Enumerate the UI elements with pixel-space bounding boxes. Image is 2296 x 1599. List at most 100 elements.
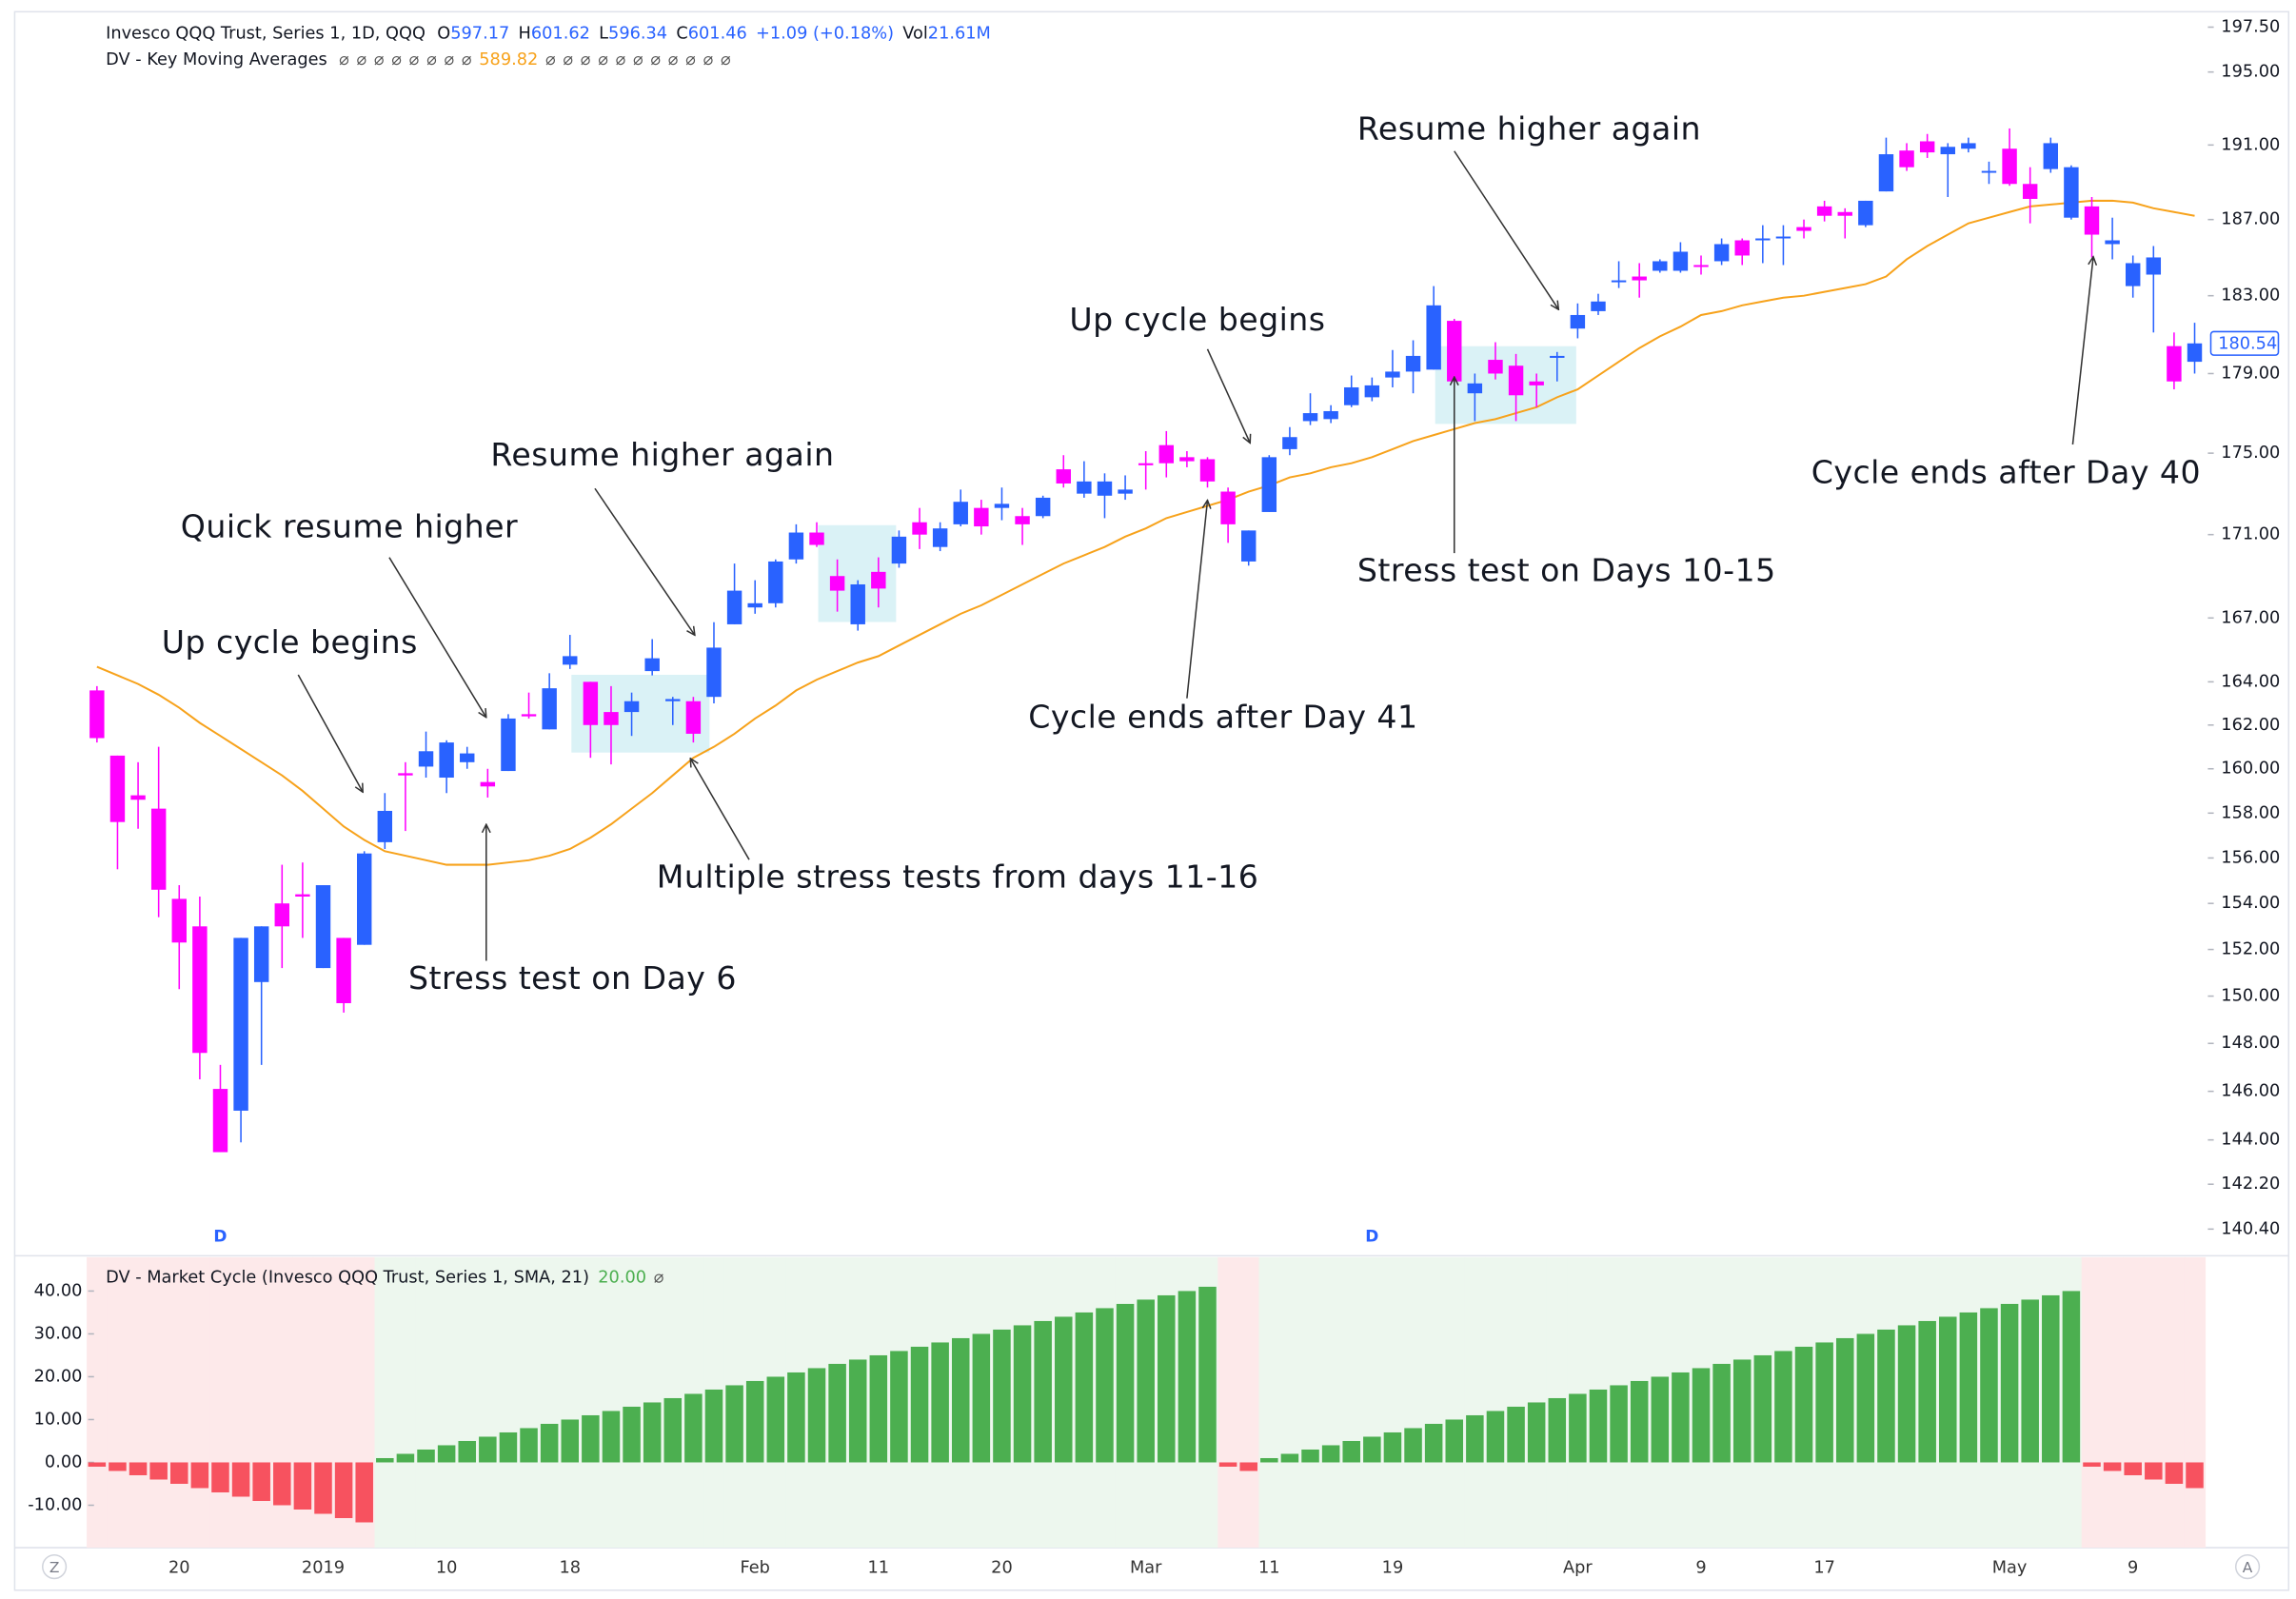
candle-body xyxy=(1282,437,1297,449)
y-tick-label: 154.00 xyxy=(2221,894,2280,913)
button-label[interactable]: Z xyxy=(49,1559,60,1576)
bar xyxy=(2103,1462,2122,1471)
bar xyxy=(972,1333,991,1463)
candle-body xyxy=(1447,321,1462,382)
cycle-background xyxy=(1464,1256,1486,1549)
bar xyxy=(1959,1312,1978,1463)
arrow xyxy=(1206,348,1250,444)
annotation: Quick resume higher xyxy=(181,507,518,544)
button-label[interactable]: A xyxy=(2243,1559,2253,1576)
candle-body xyxy=(1077,481,1092,494)
bar xyxy=(437,1445,456,1463)
indicator-value: ⌀ xyxy=(581,50,591,69)
x-tick-label: 11 xyxy=(868,1559,890,1578)
y-tick-label: 40.00 xyxy=(34,1281,83,1300)
indicator-value: ⌀ xyxy=(633,50,643,69)
indicator-value: 20.00 xyxy=(598,1268,646,1287)
cycle-background xyxy=(415,1256,438,1549)
candle-body xyxy=(1426,305,1441,370)
bar xyxy=(273,1462,291,1506)
bar xyxy=(1445,1419,1464,1463)
ohlc-label: O xyxy=(437,24,450,43)
button-circle[interactable] xyxy=(2234,1553,2261,1580)
candle-body xyxy=(583,681,599,725)
bar xyxy=(787,1372,805,1463)
bar xyxy=(1301,1449,1319,1463)
y-tick-label: 146.00 xyxy=(2221,1082,2280,1101)
candle-body xyxy=(212,1089,228,1153)
bar xyxy=(1794,1346,1813,1463)
cycle-background xyxy=(87,1256,109,1549)
y-tick-label: 0.00 xyxy=(45,1452,82,1471)
y-tick-label: 197.50 xyxy=(2221,18,2280,37)
cycle-background xyxy=(2164,1256,2186,1549)
cycle-background xyxy=(128,1256,149,1549)
candle-body xyxy=(150,808,167,890)
cycle-background xyxy=(601,1256,623,1549)
bar xyxy=(1877,1329,1895,1463)
bar xyxy=(1034,1320,1052,1463)
cycle-background xyxy=(189,1256,211,1549)
candle-body xyxy=(274,903,290,927)
bar xyxy=(252,1462,270,1501)
candle-body xyxy=(521,714,537,717)
bar xyxy=(376,1457,394,1463)
y-tick-label: -10.00 xyxy=(28,1496,82,1515)
candle-body xyxy=(665,699,681,701)
candle-body xyxy=(1653,261,1668,271)
x-tick-label: 17 xyxy=(1813,1559,1835,1578)
candle-body xyxy=(1755,238,1771,241)
candle-body xyxy=(501,718,516,772)
indicator-name: DV - Market Cycle (Invesco QQQ Trust, Se… xyxy=(106,1268,589,1287)
dividend-marker: D xyxy=(213,1226,227,1245)
candle-body xyxy=(89,690,105,739)
bar xyxy=(890,1351,908,1463)
bar xyxy=(1918,1320,1936,1463)
button-circle[interactable] xyxy=(41,1553,68,1580)
arrow xyxy=(388,557,486,718)
y-tick-label: 150.00 xyxy=(2221,987,2280,1006)
candle-body xyxy=(623,701,640,713)
bar xyxy=(1137,1299,1155,1463)
indicator-value: ⌀ xyxy=(444,50,454,69)
candle-body xyxy=(439,742,454,779)
cycle-background xyxy=(580,1256,602,1549)
indicator-value: ⌀ xyxy=(357,50,367,69)
bar xyxy=(1507,1406,1525,1463)
cycle-background xyxy=(1485,1256,1507,1549)
candle-body xyxy=(1240,530,1257,562)
bar xyxy=(1363,1436,1381,1463)
bar xyxy=(2124,1462,2142,1475)
bar xyxy=(1280,1453,1299,1463)
x-tick-label: May xyxy=(1992,1559,2028,1578)
indicator-value: ⌀ xyxy=(654,1268,664,1287)
zoom-button[interactable]: Z xyxy=(41,1553,68,1580)
y-tick-label: 162.00 xyxy=(2221,716,2280,735)
bar xyxy=(293,1462,312,1510)
candle-body xyxy=(1981,170,1997,173)
candle-body xyxy=(1591,301,1606,311)
x-tick-label: Feb xyxy=(741,1559,770,1578)
candle-body xyxy=(912,522,927,535)
arrow xyxy=(594,487,695,635)
candle-body xyxy=(604,712,619,725)
cycle-background xyxy=(539,1256,561,1549)
candle-body xyxy=(192,926,208,1054)
annotation: Stress test on Days 10-15 xyxy=(1357,552,1776,589)
candle-body xyxy=(1529,381,1544,385)
candle-body xyxy=(1550,355,1565,358)
auto-button[interactable]: A xyxy=(2234,1553,2261,1580)
indicator-value: ⌀ xyxy=(426,50,437,69)
dividend-marker: D xyxy=(1365,1226,1378,1245)
cycle-background xyxy=(2122,1256,2145,1549)
cycle-background xyxy=(1340,1256,1363,1549)
candle-body xyxy=(1364,385,1380,398)
candle-body xyxy=(768,561,783,603)
change: +1.09 (+0.18%) xyxy=(756,24,894,43)
candle-body xyxy=(994,503,1010,508)
x-tick-label: 10 xyxy=(436,1559,458,1578)
price-pane: Invesco QQQ Trust, Series 1, 1D, QQQ O597… xyxy=(89,18,2280,1578)
bar xyxy=(1013,1325,1032,1463)
